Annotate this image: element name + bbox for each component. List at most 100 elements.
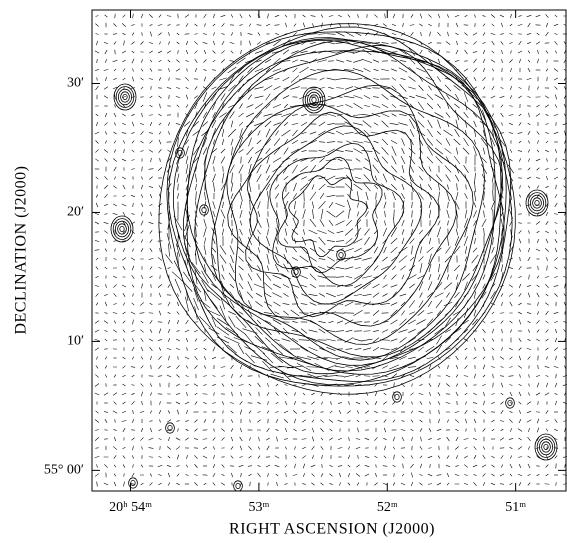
vector: [344, 319, 354, 325]
vector: [207, 309, 221, 317]
vector: [282, 192, 290, 200]
vector: [318, 150, 326, 152]
vector: [150, 157, 152, 163]
vector: [353, 122, 363, 126]
vector: [463, 375, 469, 377]
vector: [438, 191, 440, 201]
vector: [228, 311, 236, 315]
vector: [408, 319, 416, 325]
vector: [427, 281, 433, 291]
vector: [536, 177, 540, 179]
vector: [292, 129, 298, 137]
vector: [248, 473, 252, 477]
vector: [447, 184, 449, 190]
vector: [428, 201, 432, 209]
vector: [482, 202, 486, 208]
vector: [168, 355, 170, 361]
vector: [230, 209, 234, 219]
vector: [230, 383, 234, 387]
vector: [247, 319, 253, 325]
vector: [429, 391, 431, 397]
vector: [94, 131, 100, 135]
vector: [554, 276, 558, 278]
vector: [302, 483, 306, 485]
vector: [132, 293, 134, 297]
vector: [474, 428, 476, 432]
vector: [509, 59, 513, 63]
vector: [284, 438, 288, 440]
vector: [302, 429, 306, 431]
vector: [158, 365, 162, 369]
vector: [438, 263, 440, 273]
vector: [185, 129, 189, 137]
vector: [231, 146, 233, 156]
vector: [185, 319, 189, 325]
vector: [336, 284, 344, 288]
vector: [464, 383, 468, 387]
vector: [312, 209, 314, 219]
vector: [311, 392, 315, 396]
vector: [510, 14, 512, 18]
vector: [114, 94, 116, 100]
vector: [167, 312, 171, 314]
vector: [149, 204, 153, 206]
vector: [166, 15, 172, 17]
vector: [227, 344, 237, 354]
vector: [158, 347, 162, 351]
vector: [353, 321, 363, 323]
y-tick-label: 30′: [67, 76, 84, 91]
vector: [464, 455, 468, 459]
point-source: [539, 438, 554, 456]
vector: [309, 302, 317, 306]
vector: [364, 158, 370, 162]
vector: [418, 85, 424, 91]
vector: [257, 229, 261, 235]
vector: [545, 347, 549, 351]
vector: [381, 138, 389, 146]
contour: [226, 84, 474, 345]
vector: [96, 464, 98, 468]
vector: [299, 66, 309, 74]
vector: [103, 95, 109, 99]
vector: [345, 285, 353, 287]
x-axis-title: RIGHT ASCENSION (J2000): [229, 521, 435, 538]
vector: [409, 311, 415, 315]
vector: [399, 113, 407, 117]
vector: [318, 258, 326, 260]
vector: [401, 138, 405, 146]
vector: [194, 86, 198, 90]
vector: [399, 49, 407, 55]
vector: [501, 22, 503, 28]
vector: [94, 221, 100, 225]
vector: [185, 86, 189, 90]
vector: [230, 182, 234, 192]
vector: [345, 329, 353, 333]
vector: [444, 148, 452, 154]
vector: [535, 15, 541, 17]
vector: [112, 312, 118, 314]
vector: [427, 455, 433, 459]
vector: [490, 321, 496, 323]
vector: [193, 297, 199, 311]
vector: [131, 275, 135, 279]
vector: [445, 41, 451, 45]
vector: [95, 410, 99, 414]
vector: [401, 237, 405, 245]
vector: [256, 24, 262, 26]
vector: [194, 23, 198, 27]
vector: [564, 220, 566, 226]
vector: [354, 274, 362, 280]
vector: [419, 474, 423, 476]
vector: [122, 194, 126, 198]
vector: [392, 464, 396, 468]
vector: [185, 40, 189, 46]
vector: [553, 285, 559, 287]
vector: [398, 329, 408, 333]
vector: [190, 279, 202, 293]
vector: [345, 366, 353, 368]
vector: [203, 218, 207, 228]
vector: [185, 365, 189, 369]
vector: [311, 473, 315, 477]
vector: [309, 131, 317, 135]
vector: [177, 166, 179, 172]
